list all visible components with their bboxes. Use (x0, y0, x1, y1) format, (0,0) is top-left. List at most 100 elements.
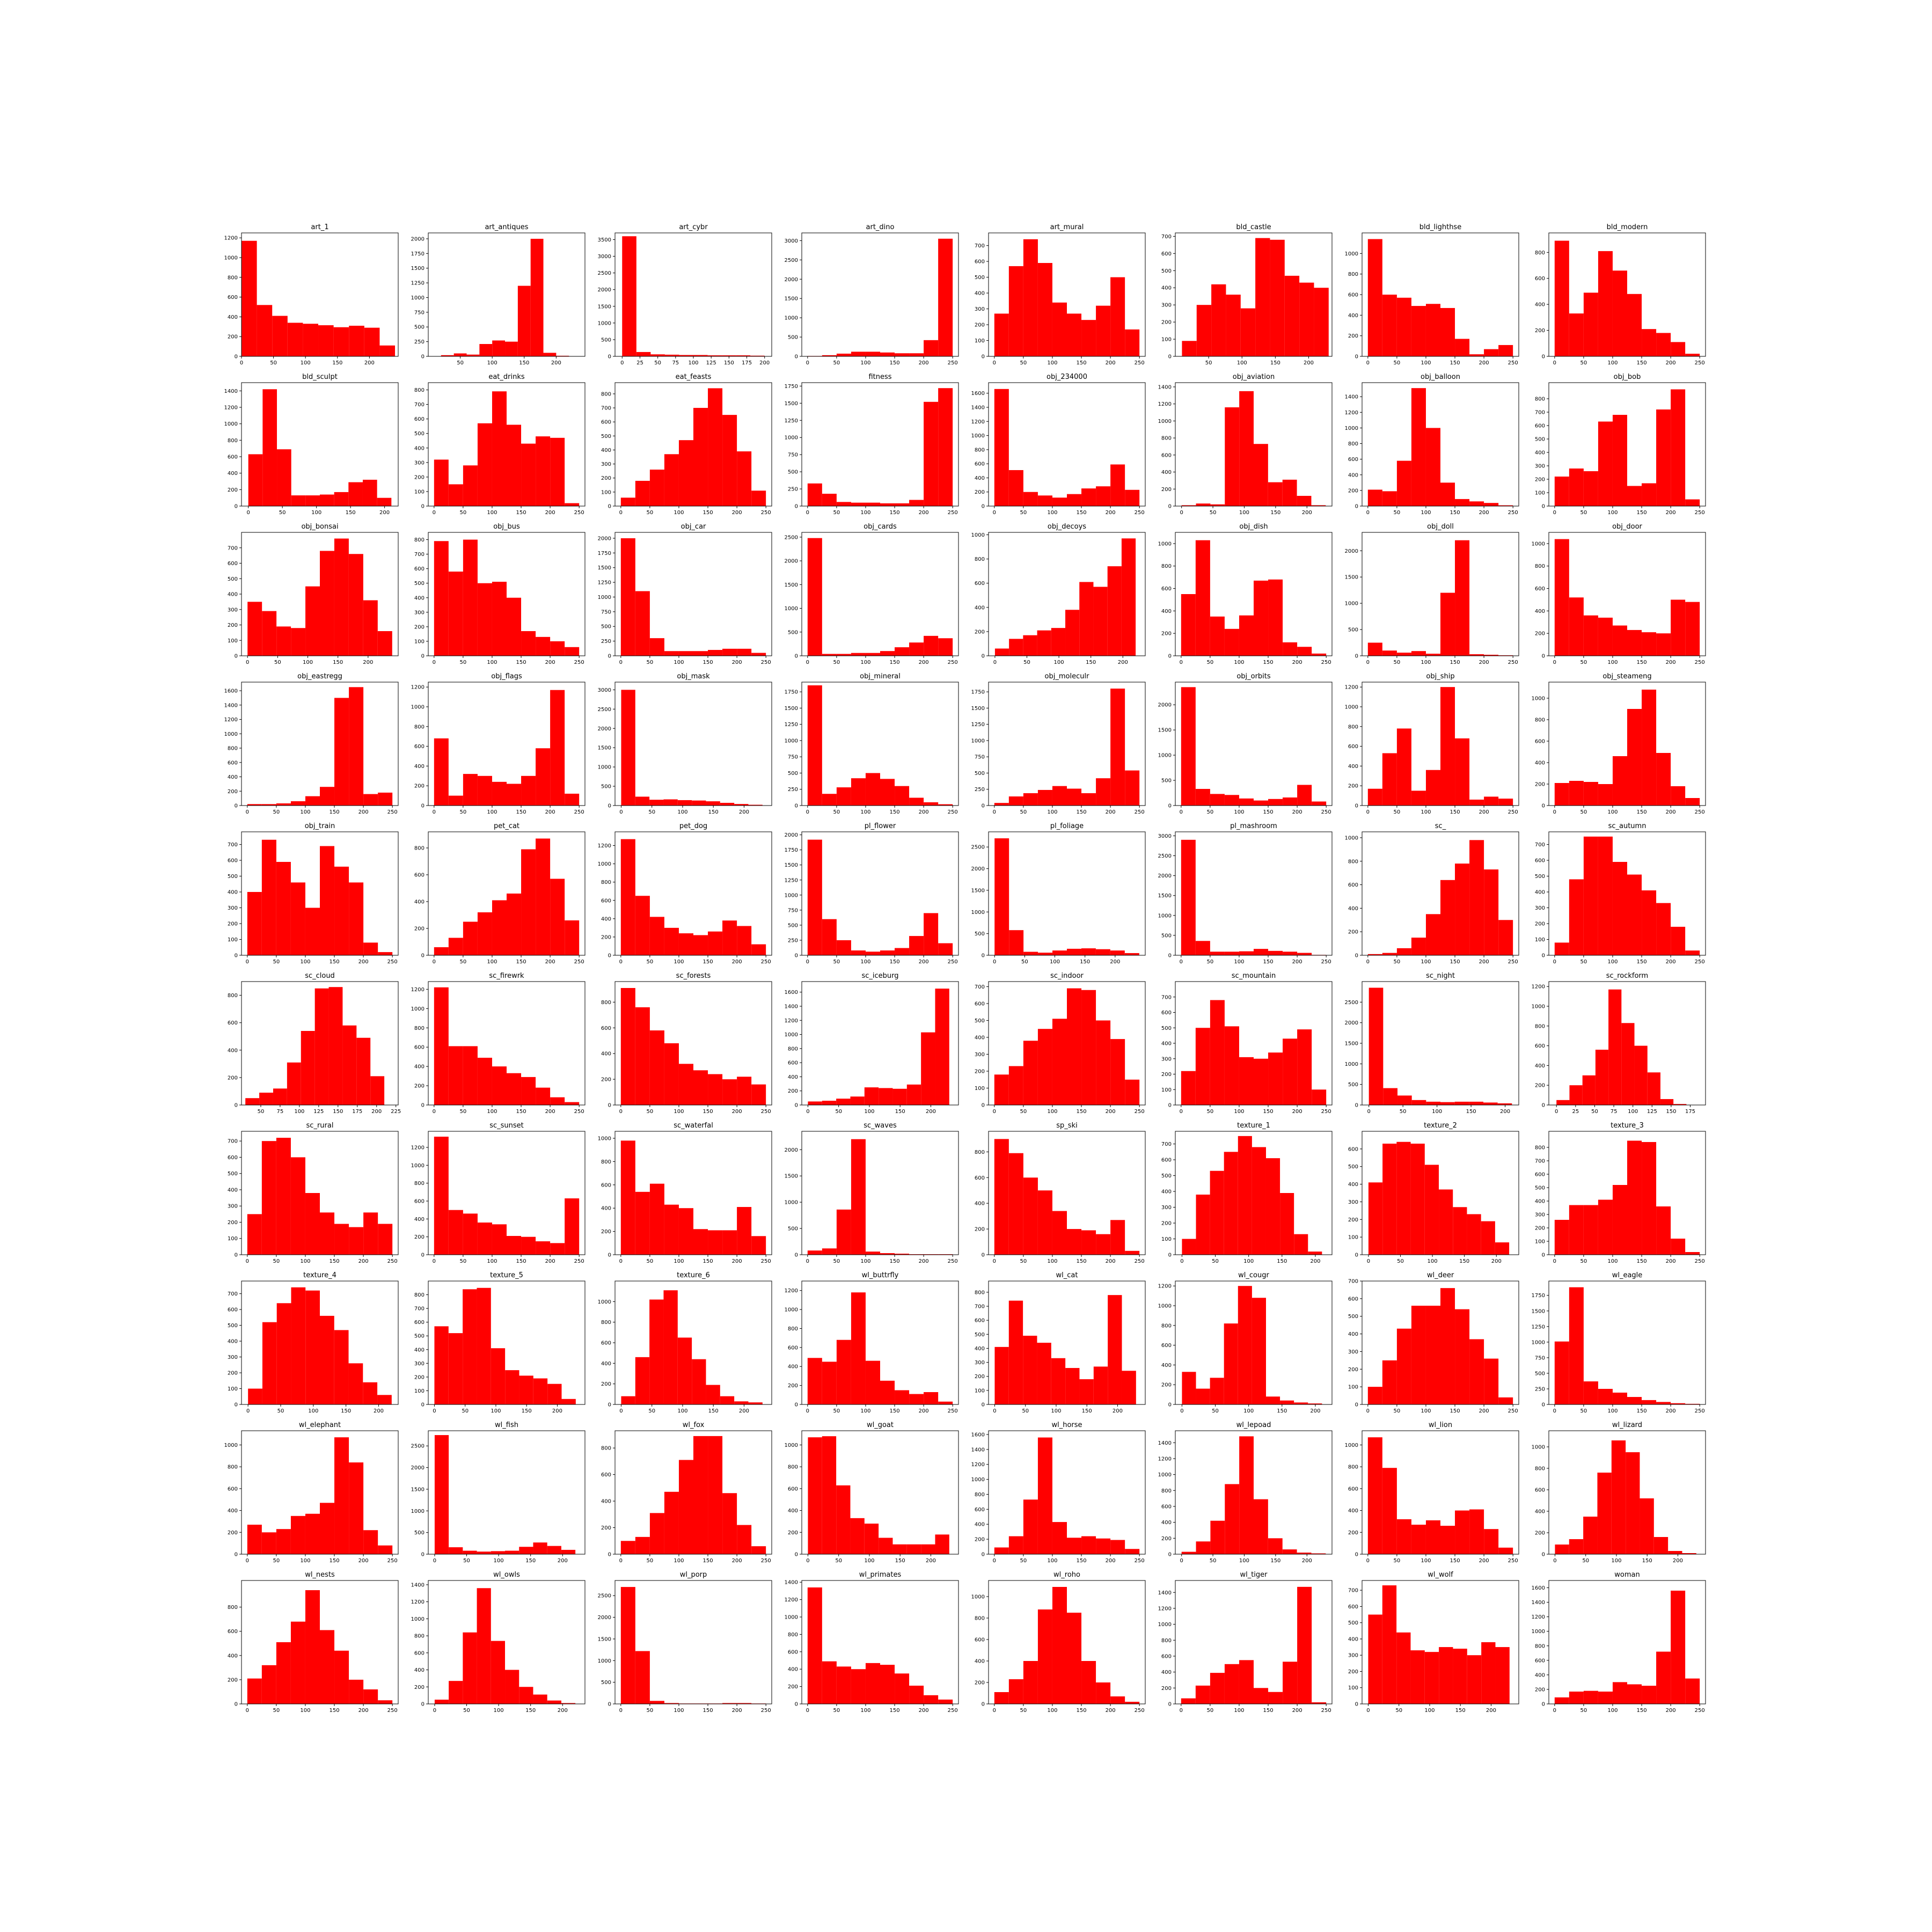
x-tick-label: 250 (387, 1708, 398, 1714)
y-tick-label: 600 (975, 1175, 985, 1181)
histogram-bar (1555, 1545, 1569, 1554)
y-tick-label: 200 (975, 1537, 985, 1543)
axes-frame (1175, 232, 1333, 357)
x-tick-label: 0 (1180, 809, 1183, 815)
histogram-bar (1484, 1358, 1499, 1404)
y-tick-label: 1000 (785, 1443, 798, 1448)
histogram-bar (1181, 1698, 1196, 1704)
y-tick-label: 250 (788, 487, 798, 493)
chart-title: wl_lizard (1612, 1421, 1642, 1429)
x-tick-label: 250 (1508, 1558, 1518, 1564)
y-tick-label: 400 (228, 774, 238, 780)
x-tick-label: 150 (895, 1109, 905, 1115)
x-tick-label: 250 (1135, 1708, 1145, 1714)
x-tick-label: 100 (1607, 1408, 1618, 1414)
y-tick-label: 1000 (971, 532, 985, 538)
histogram-bar (620, 1140, 635, 1255)
y-tick-label: 2000 (1345, 1020, 1358, 1026)
x-tick-label: 50 (1394, 1408, 1401, 1414)
y-tick-label: 0 (795, 803, 798, 809)
x-tick-label: 50 (1020, 360, 1027, 366)
x-tick-label: 250 (1321, 1109, 1331, 1115)
x-tick-label: 200 (558, 1558, 568, 1564)
histogram-bar (349, 325, 364, 356)
histogram-bar (851, 653, 866, 656)
histogram-bar (1268, 1692, 1283, 1704)
histogram-bar (1685, 1252, 1700, 1255)
histogram-bar (1037, 1609, 1052, 1704)
x-tick-label: 100 (1421, 660, 1431, 665)
axes-frame (988, 1131, 1146, 1255)
x-tick-label: 0 (433, 1408, 436, 1414)
y-tick-label: 700 (601, 406, 611, 412)
histogram-bar (463, 921, 478, 955)
y-tick-label: 800 (975, 1492, 985, 1498)
y-tick-label: 0 (982, 803, 985, 809)
histogram-bar (1455, 339, 1470, 356)
y-tick-label: 400 (1535, 302, 1545, 308)
histogram-bar (1469, 1339, 1484, 1404)
y-tick-label: 0 (1355, 1702, 1358, 1708)
histogram-bar (935, 1534, 949, 1554)
y-tick-label: 1750 (1532, 1293, 1545, 1299)
histogram-bar (1440, 687, 1455, 806)
x-tick-label: 100 (1607, 959, 1618, 965)
histogram-bar (1396, 1328, 1411, 1404)
y-tick-label: 500 (1348, 1314, 1358, 1320)
chart-title: sc_waterfal (674, 1122, 713, 1130)
x-tick-label: 50 (647, 1258, 654, 1264)
y-tick-label: 1400 (785, 1004, 798, 1010)
x-tick-label: 200 (732, 660, 742, 665)
histogram-bar (865, 1252, 880, 1255)
histogram-bar (507, 425, 522, 506)
x-tick-label: 250 (1508, 660, 1518, 665)
axes-frame (801, 232, 959, 357)
histogram-bar (1052, 1522, 1067, 1554)
y-tick-label: 700 (1535, 842, 1545, 848)
histogram-bar (649, 917, 664, 955)
x-tick-label: 250 (387, 809, 398, 815)
histogram-bar (1023, 1041, 1038, 1105)
histogram-bar (708, 1436, 723, 1554)
y-tick-label: 200 (1161, 1382, 1172, 1388)
histogram-bar (664, 927, 679, 955)
y-tick-label: 2500 (598, 707, 611, 713)
histogram-bar (276, 862, 291, 955)
histogram-bar (349, 1462, 364, 1554)
histogram-bar (290, 882, 305, 955)
histogram-bar (1383, 1088, 1398, 1105)
y-tick-label: 1000 (1345, 1443, 1358, 1448)
histogram-bar (448, 795, 463, 806)
histogram-bar (1008, 266, 1023, 356)
x-tick-label: 0 (993, 1109, 996, 1115)
chart-title: obj_train (305, 822, 335, 830)
x-tick-label: 150 (519, 360, 529, 366)
y-tick-label: 1400 (224, 702, 238, 708)
x-tick-label: 200 (1479, 959, 1489, 965)
y-tick-label: 1200 (411, 685, 425, 691)
y-tick-label: 700 (228, 1139, 238, 1145)
histogram-bar (1067, 788, 1082, 806)
y-tick-label: 1000 (785, 1307, 798, 1313)
histogram-bar (334, 866, 349, 955)
histogram-bar (320, 1503, 335, 1554)
histogram-bar (1382, 491, 1397, 506)
x-tick-label: 50 (1207, 1109, 1214, 1115)
histogram-bar (1023, 492, 1038, 506)
histogram-bar (1367, 954, 1382, 955)
y-tick-label: 800 (414, 387, 425, 393)
x-tick-label: 0 (619, 1408, 623, 1414)
histogram-bar (938, 1401, 953, 1404)
histogram-bar (565, 647, 580, 656)
histogram-bar (807, 1358, 822, 1404)
x-tick-label: 250 (1695, 660, 1705, 665)
histogram-bar (1439, 1647, 1453, 1704)
y-tick-label: 200 (601, 1229, 611, 1235)
histogram-bar (1224, 1026, 1239, 1105)
histogram-bar (550, 1097, 565, 1105)
histogram-bar (664, 454, 679, 506)
